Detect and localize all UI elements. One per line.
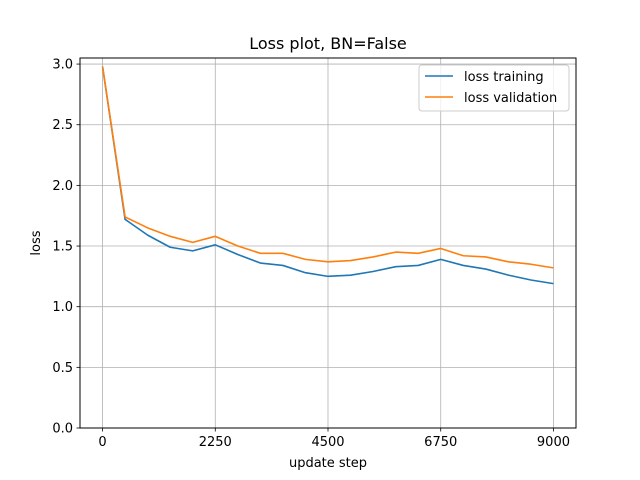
y-axis-label: loss: [29, 230, 44, 255]
legend: loss training loss validation: [418, 64, 570, 112]
grid: [80, 58, 576, 429]
x-tick-label: 0: [98, 435, 106, 450]
x-tick-label: 6750: [424, 435, 457, 450]
y-tick-label: 2.0: [52, 179, 73, 194]
legend-label: loss validation: [464, 91, 557, 106]
series-line-training: [101, 66, 554, 285]
legend-box: [418, 64, 570, 112]
x-tick-label: 4500: [311, 435, 344, 450]
y-tick-label: 2.5: [52, 118, 73, 133]
y-tick-label: 3.0: [52, 58, 73, 73]
y-tick-label: 1.0: [52, 300, 73, 315]
x-tick-label: 2250: [199, 435, 232, 450]
series-line-validation: [101, 66, 554, 269]
series-layer: [101, 66, 554, 285]
y-tick-label: 0.0: [52, 422, 73, 437]
y-axis: 0.0 0.5 1.0 1.5 2.0 2.5 3.0: [52, 58, 80, 437]
legend-label: loss training: [464, 70, 544, 85]
x-axis-label: update step: [289, 456, 367, 471]
y-tick-label: 1.5: [52, 240, 73, 255]
x-axis: 0 2250 4500 6750 9000: [98, 428, 570, 450]
chart-title: Loss plot, BN=False: [249, 34, 407, 53]
y-tick-label: 0.5: [52, 361, 73, 376]
x-tick-label: 9000: [537, 435, 570, 450]
